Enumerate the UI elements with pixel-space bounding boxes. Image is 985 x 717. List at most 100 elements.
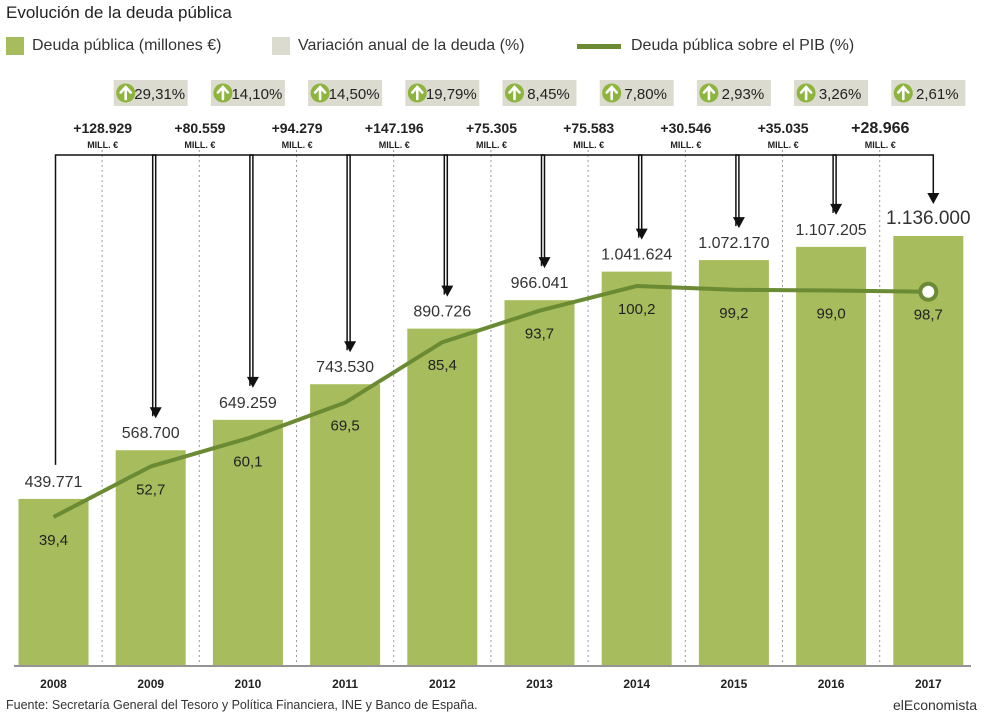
increment-unit-label: MILL. €	[573, 140, 604, 150]
variation-label: 2,93%	[722, 86, 765, 103]
legend-label-gdp: Deuda pública sobre el PIB (%)	[631, 37, 855, 54]
increment-arrowhead	[635, 228, 648, 240]
increment-label: +75.583	[563, 120, 614, 136]
increment-arrowhead	[538, 257, 551, 269]
increment-arrowhead	[441, 285, 454, 297]
bar-value-label: 1.136.000	[886, 208, 971, 229]
legend-item-variation: Variación anual de la deuda (%)	[272, 36, 525, 56]
legend-item-debt: Deuda pública (millones €)	[6, 36, 221, 56]
gdp-line	[52, 284, 929, 519]
gdp-value-label: 93,7	[525, 326, 554, 343]
gdp-value-label: 85,4	[428, 357, 457, 374]
increment-arrow	[832, 154, 935, 213]
variation-label: 14,10%	[231, 86, 282, 103]
variation-label: 29,31%	[134, 86, 185, 103]
increment-arrow	[54, 154, 157, 465]
bar-value-label: 743.530	[316, 359, 374, 376]
increment-unit-label: MILL. €	[768, 140, 799, 150]
x-tick-label: 2012	[429, 677, 456, 691]
bar-2013	[504, 300, 575, 665]
gdp-value-label: 100,2	[618, 301, 656, 318]
legend-swatch-debt	[6, 37, 24, 55]
x-tick-label: 2013	[526, 677, 553, 691]
increment-arrow	[443, 154, 546, 295]
bar-2008	[18, 498, 89, 665]
increment-arrow	[735, 154, 837, 227]
x-tick-label: 2014	[623, 677, 650, 691]
bar-2017	[893, 236, 964, 665]
up-arrow-glyph	[508, 85, 521, 101]
up-arrow-glyph	[897, 85, 910, 101]
bar-2015	[698, 260, 769, 665]
increment-label: +128.929	[73, 120, 132, 136]
x-tick-label: 2011	[332, 677, 358, 691]
up-arrow-glyph	[605, 85, 618, 101]
bar-value-label: 1.107.205	[796, 222, 867, 239]
increment-unit-label: MILL. €	[379, 140, 410, 150]
increment-arrowhead	[344, 341, 357, 353]
x-tick-label: 2009	[137, 677, 164, 691]
bar-2011	[310, 384, 381, 665]
bar-2012	[407, 328, 478, 665]
x-tick-label: 2016	[818, 677, 845, 691]
increment-arrowhead	[246, 376, 259, 388]
gdp-value-label: 99,2	[719, 305, 748, 322]
legend-item-gdp: Deuda pública sobre el PIB (%)	[577, 36, 854, 56]
x-tick-label: 2017	[915, 677, 942, 691]
legend-label-debt: Deuda pública (millones €)	[32, 37, 222, 54]
bar-2016	[796, 246, 867, 666]
variation-label: 19,79%	[426, 86, 477, 103]
bar-2009	[115, 450, 186, 665]
variation-label: 7,80%	[624, 86, 667, 103]
up-arrow-glyph	[702, 85, 716, 101]
variation-label: 3,26%	[819, 86, 862, 103]
x-tick-label: 2010	[235, 677, 262, 691]
increment-label: +35.035	[758, 120, 809, 136]
x-tick-label: 2008	[40, 677, 67, 691]
increment-arrowhead	[830, 203, 843, 215]
brand-logo-text: elEconomista	[892, 697, 977, 713]
gdp-value-label: 69,5	[330, 418, 359, 435]
bar-value-label: 439.771	[25, 474, 83, 491]
increment-unit-label: MILL. €	[476, 140, 507, 150]
gdp-value-label: 39,4	[39, 532, 68, 549]
increment-unit-label: MILL. €	[865, 140, 896, 150]
legend-swatch-gdp	[577, 43, 621, 49]
bar-value-label: 966.041	[511, 275, 569, 292]
increment-label: +28.966	[851, 120, 909, 137]
increment-unit-label: MILL. €	[184, 140, 215, 150]
increment-label: +94.279	[272, 120, 323, 136]
variation-label: 8,45%	[527, 86, 570, 103]
x-tick-label: 2015	[721, 677, 748, 691]
up-arrow-glyph	[216, 85, 230, 101]
increment-unit-label: MILL. €	[282, 140, 313, 150]
increment-arrow	[151, 154, 254, 417]
increment-arrow	[540, 154, 643, 267]
bar-2014	[601, 271, 672, 665]
gdp-end-point	[918, 281, 939, 302]
legend-swatch-variation	[272, 37, 290, 55]
up-arrow-glyph	[411, 85, 424, 101]
legend-label-variation: Variación anual de la deuda (%)	[298, 37, 525, 54]
gdp-value-label: 52,7	[136, 481, 165, 498]
increment-unit-label: MILL. €	[87, 140, 118, 150]
source-note: Fuente: Secretaría General del Tesoro y …	[6, 698, 478, 712]
increment-label: +147.196	[365, 120, 424, 136]
increment-arrow	[249, 154, 351, 386]
up-arrow-glyph	[119, 85, 132, 101]
increment-arrowhead	[927, 193, 940, 204]
variation-label: 14,50%	[329, 86, 380, 103]
up-arrow-glyph	[313, 85, 327, 101]
bar-value-label: 568.700	[122, 425, 180, 442]
chart-title: Evolución de la deuda pública	[6, 3, 232, 22]
increment-label: +80.559	[174, 120, 225, 136]
variation-label: 2,61%	[916, 86, 959, 103]
increment-label: +75.305	[466, 120, 517, 136]
up-arrow-glyph	[799, 85, 813, 101]
increment-arrowhead	[149, 407, 162, 419]
bar-value-label: 649.259	[219, 395, 277, 412]
increment-label: +30.546	[660, 120, 711, 136]
increment-arrowhead	[732, 217, 745, 229]
increment-arrow	[346, 154, 449, 351]
